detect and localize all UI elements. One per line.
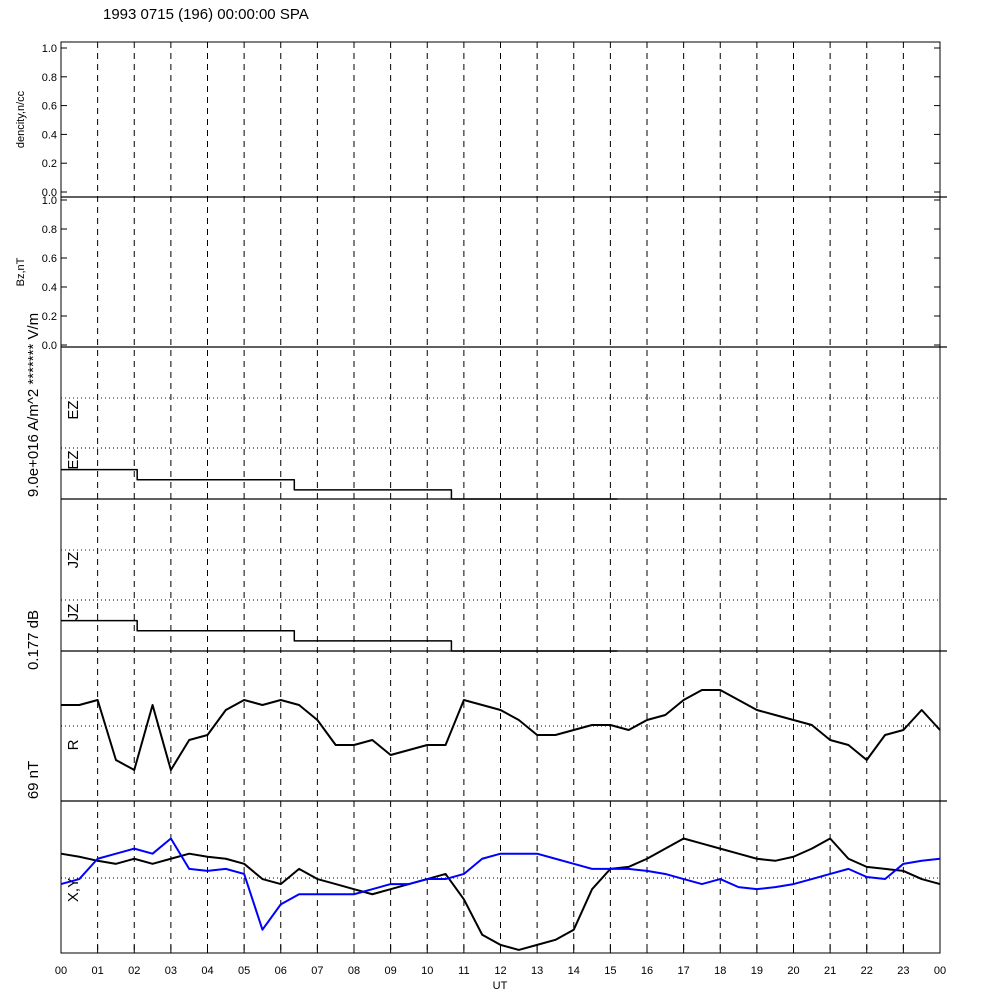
- y-tick-label: 0.4: [42, 129, 57, 141]
- panel-label: JZ: [65, 604, 82, 621]
- x-tick-label: 02: [128, 965, 140, 977]
- panel-label: EZ: [65, 450, 82, 469]
- y-axis-label: Bz,nT: [15, 257, 27, 286]
- data-line: [61, 689, 941, 771]
- y-tick-label: 0.6: [42, 101, 57, 113]
- data-line: [61, 619, 618, 652]
- x-axis-label: UT: [493, 980, 508, 992]
- side-label: 0.177 dB: [25, 610, 42, 670]
- data-line: [61, 468, 618, 500]
- x-tick-label: 07: [311, 965, 323, 977]
- x-tick-label: 19: [751, 965, 763, 977]
- side-label: 69 nT: [25, 761, 42, 799]
- x-tick-label: 08: [348, 965, 360, 977]
- x-tick-label: 21: [824, 965, 836, 977]
- x-tick-label: 04: [201, 965, 213, 977]
- chart-title: 1993 0715 (196) 00:00:00 SPA: [103, 6, 309, 23]
- y-tick-label: 0.2: [42, 158, 57, 170]
- y-tick-label: 0.8: [42, 72, 57, 84]
- panel-label: JZ: [65, 552, 82, 569]
- x-tick-label: 22: [861, 965, 873, 977]
- x-tick-label: 10: [421, 965, 433, 977]
- y-tick-label: 0.0: [42, 340, 57, 352]
- x-tick-label: 17: [678, 965, 690, 977]
- x-tick-label: 14: [568, 965, 580, 977]
- x-tick-label: 00: [934, 965, 946, 977]
- y-tick-label: 0.4: [42, 282, 57, 294]
- x-tick-label: 09: [385, 965, 397, 977]
- y-tick-label: 1.0: [42, 195, 57, 207]
- x-tick-label: 05: [238, 965, 250, 977]
- x-tick-label: 00: [55, 965, 67, 977]
- data-line: [60, 837, 941, 931]
- y-tick-label: 0.6: [42, 253, 57, 265]
- side-label: 9.0e+016 A/m^2 ******* V/m: [25, 313, 42, 497]
- data-line: [60, 837, 941, 951]
- x-tick-label: 20: [787, 965, 799, 977]
- x-tick-label: 18: [714, 965, 726, 977]
- x-tick-label: 12: [494, 965, 506, 977]
- y-tick-label: 0.2: [42, 311, 57, 323]
- y-tick-label: 0.8: [42, 224, 57, 236]
- panel-label: EZ: [65, 400, 82, 419]
- y-tick-label: 1.0: [42, 43, 57, 55]
- x-tick-label: 15: [604, 965, 616, 977]
- x-tick-label: 16: [641, 965, 653, 977]
- x-tick-label: 03: [165, 965, 177, 977]
- y-axis-label: dencity,n/cc: [15, 90, 27, 148]
- x-tick-label: 01: [92, 965, 104, 977]
- panel-label: R: [65, 739, 82, 750]
- x-tick-label: 13: [531, 965, 543, 977]
- panel-label: X,Y: [65, 878, 82, 902]
- x-tick-label: 11: [458, 965, 469, 977]
- x-tick-label: 06: [275, 965, 287, 977]
- y-tick-label: 0.0: [42, 187, 57, 199]
- x-tick-label: 23: [897, 965, 909, 977]
